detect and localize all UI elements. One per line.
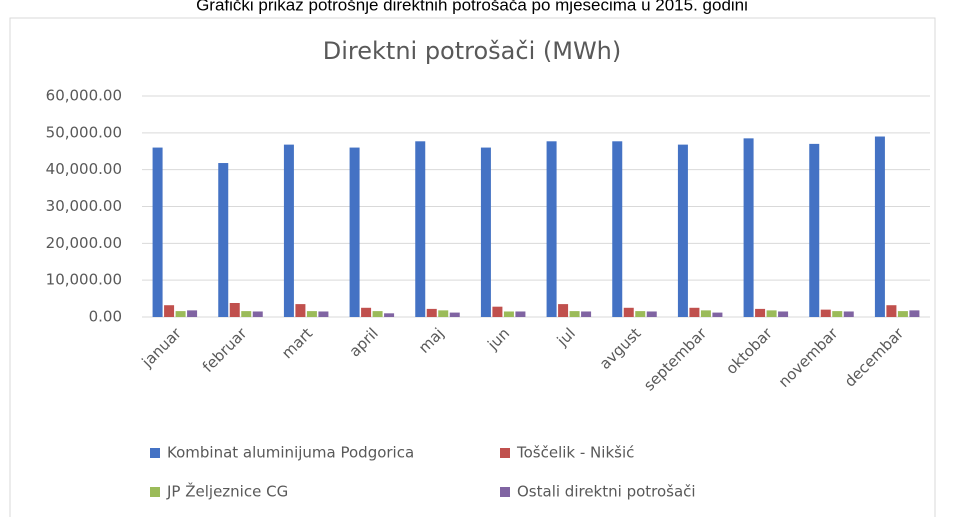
bar [897, 311, 908, 317]
bar [569, 311, 580, 317]
bar [306, 311, 317, 317]
y-tick-label: 40,000.00 [46, 160, 122, 178]
bar [909, 310, 920, 317]
bar [515, 311, 526, 317]
bar [809, 143, 820, 317]
y-tick-label: 30,000.00 [46, 197, 122, 215]
y-tick-label: 0.00 [89, 308, 122, 326]
legend-swatch [150, 487, 160, 497]
bar [886, 305, 897, 317]
bar [218, 163, 229, 317]
bar [546, 141, 557, 317]
bar [558, 304, 569, 317]
bar [384, 313, 395, 317]
chart-frame [9, 17, 936, 517]
legend-swatch [150, 448, 160, 458]
y-tick-label: 20,000.00 [46, 234, 122, 252]
bar [623, 307, 634, 317]
legend-label: Ostali direktni potrošači [517, 483, 696, 501]
bar [152, 147, 163, 317]
bar [283, 144, 294, 317]
bar [480, 147, 491, 317]
bar [252, 311, 263, 317]
bar [241, 311, 252, 317]
y-tick-label: 10,000.00 [46, 271, 122, 289]
chart-title: Direktni potrošači (MWh) [323, 37, 622, 65]
bar [581, 311, 592, 317]
bar [492, 306, 503, 317]
bar [689, 307, 700, 317]
bar [449, 312, 460, 317]
legend-label: JP Željeznice CG [166, 482, 288, 501]
legend-swatch [500, 487, 510, 497]
bar [874, 136, 885, 317]
bar [843, 311, 854, 317]
bar [349, 147, 360, 317]
bar [646, 311, 657, 317]
bar [766, 310, 777, 317]
caption: Grafički prikaz potrošnje direktnih potr… [196, 0, 748, 14]
bar [295, 304, 306, 317]
bar [677, 144, 688, 317]
bar [361, 307, 372, 317]
bar [229, 303, 240, 317]
bar [318, 311, 329, 317]
bar [820, 309, 831, 317]
bar [700, 310, 711, 317]
y-tick-label: 50,000.00 [46, 123, 122, 141]
legend-label: Toščelik - Nikšić [516, 444, 634, 462]
bar [175, 311, 186, 317]
bar [503, 311, 514, 317]
y-tick-label: 60,000.00 [46, 87, 122, 105]
bar [755, 308, 766, 317]
bar [778, 311, 789, 317]
bar [438, 310, 449, 317]
bar [164, 305, 175, 317]
bar [832, 311, 843, 317]
legend-label: Kombinat aluminijuma Podgorica [167, 444, 414, 462]
bar [712, 312, 723, 317]
bar [415, 141, 426, 317]
bar [426, 308, 437, 317]
bar [612, 141, 623, 317]
legend-swatch [500, 448, 510, 458]
bar [743, 138, 754, 317]
bar [635, 311, 646, 317]
bar [187, 310, 198, 317]
bar [372, 311, 383, 317]
